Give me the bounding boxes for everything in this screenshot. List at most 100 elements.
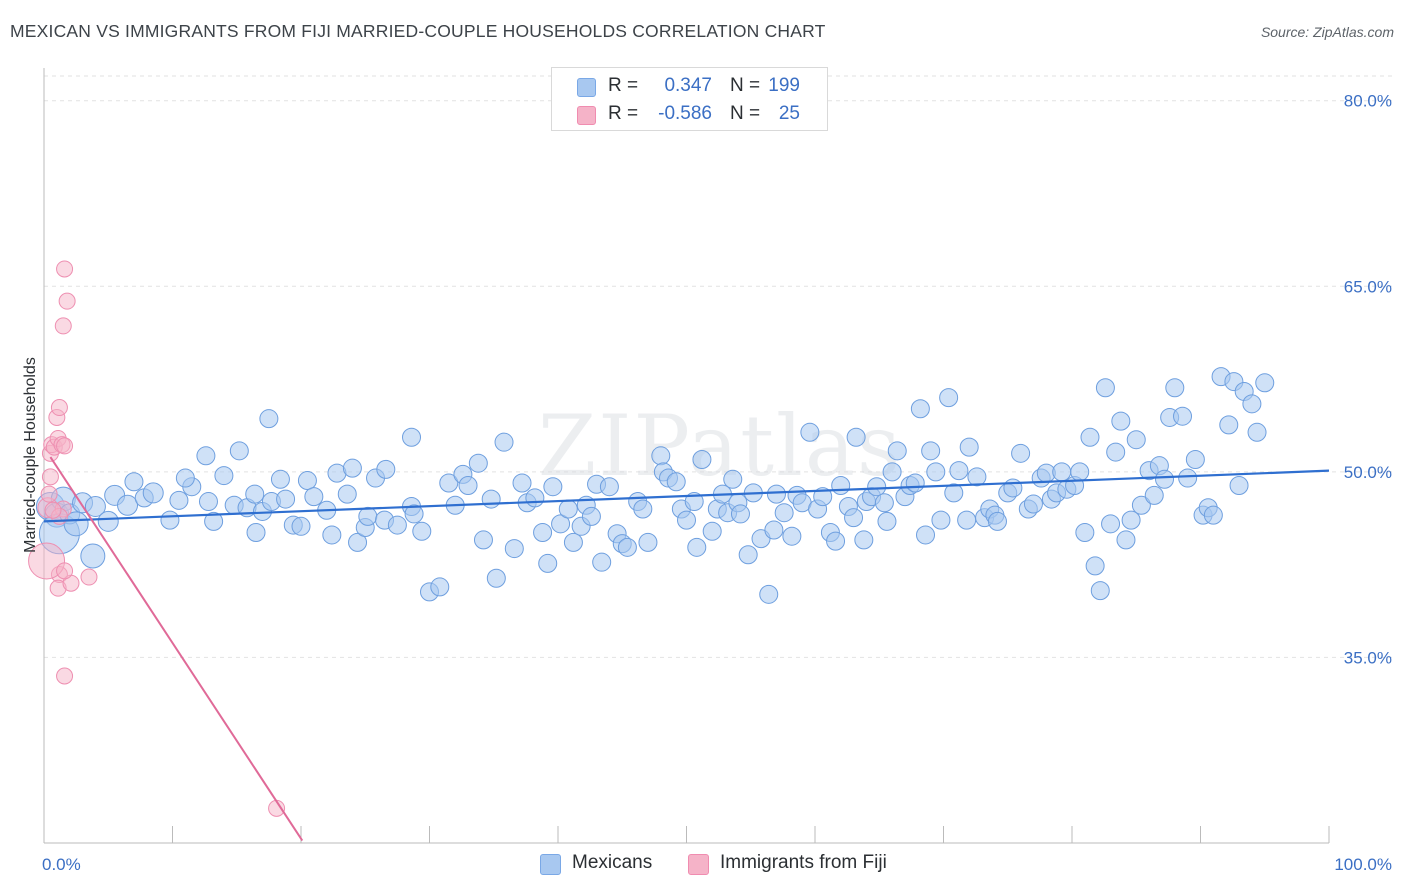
n-value: 25	[778, 103, 800, 124]
data-point-mexicans	[468, 453, 488, 473]
data-point-fiji	[56, 260, 74, 278]
data-point-mexicans	[617, 537, 637, 557]
data-point-mexicans	[651, 446, 671, 466]
data-point-mexicans	[1255, 373, 1275, 393]
data-point-mexicans	[563, 532, 583, 552]
data-point-mexicans	[1116, 530, 1136, 550]
data-point-mexicans	[538, 553, 558, 573]
n-label: N =	[730, 103, 761, 124]
series-legend: Mexicans Immigrants from Fiji	[0, 851, 1406, 877]
data-point-mexicans	[214, 466, 234, 486]
data-point-mexicans	[1229, 475, 1249, 495]
r-value: 0.347	[664, 75, 712, 96]
trend-lines	[43, 456, 1330, 842]
data-point-fiji	[56, 667, 74, 685]
data-point-mexicans	[599, 477, 619, 497]
data-point-mexicans	[481, 489, 501, 509]
data-point-mexicans	[877, 511, 897, 531]
data-point-mexicans	[117, 494, 139, 516]
data-point-mexicans	[1101, 514, 1121, 534]
r-label: R =	[608, 103, 639, 124]
y-tick-label: 50.0%	[1344, 463, 1392, 482]
r-label: R =	[608, 75, 639, 96]
data-point-mexicans	[198, 492, 218, 512]
data-point-mexicans	[297, 471, 317, 491]
data-point-mexicans	[458, 475, 478, 495]
gridlines	[44, 75, 1392, 658]
data-point-mexicans	[412, 521, 432, 541]
data-point-mexicans	[1242, 394, 1262, 414]
data-point-mexicans	[1247, 422, 1267, 442]
data-point-mexicans	[738, 545, 758, 565]
data-point-mexicans	[1131, 495, 1151, 515]
data-point-mexicans	[1144, 485, 1164, 505]
data-point-fiji	[28, 542, 66, 580]
data-point-mexicans	[204, 511, 224, 531]
data-point-mexicans	[1095, 378, 1115, 398]
data-point-fiji	[44, 501, 62, 519]
data-point-mexicans	[1219, 415, 1239, 435]
data-point-mexicans	[882, 462, 902, 482]
data-point-mexicans	[80, 543, 106, 569]
data-point-mexicans	[404, 504, 424, 524]
data-point-mexicans	[957, 510, 977, 530]
data-point-mexicans	[543, 477, 563, 497]
data-point-mexicans	[831, 475, 851, 495]
n-value: 199	[768, 75, 800, 96]
data-point-mexicans	[592, 552, 612, 572]
data-point-mexicans	[730, 504, 750, 524]
data-point-mexicans	[854, 530, 874, 550]
data-point-mexicans	[160, 510, 180, 530]
data-point-mexicans	[846, 427, 866, 447]
data-point-mexicans	[905, 473, 925, 493]
data-point-mexicans	[774, 503, 794, 523]
stats-row-mexicans: R = 0.347 N = 199	[552, 74, 827, 100]
data-point-mexicans	[916, 525, 936, 545]
data-point-mexicans	[633, 499, 653, 519]
data-point-mexicans	[1075, 522, 1095, 542]
data-point-mexicans	[1178, 468, 1198, 488]
data-point-mexicans	[874, 493, 894, 513]
data-point-mexicans	[1111, 411, 1131, 431]
data-point-mexicans	[63, 511, 89, 537]
data-point-mexicans	[358, 506, 378, 526]
source-label: Source: ZipAtlas.com	[1260, 24, 1394, 40]
data-point-mexicans	[692, 450, 712, 469]
data-point-mexicans	[1173, 406, 1193, 426]
data-point-mexicans	[1090, 581, 1110, 601]
data-point-mexicans	[504, 539, 524, 559]
legend-label: Immigrants from Fiji	[720, 852, 887, 873]
data-point-mexicans	[259, 409, 279, 429]
x-tick-label: 0.0%	[42, 855, 81, 874]
x-tick-labels: 0.0% 100.0%	[42, 855, 1392, 874]
series-fiji	[28, 260, 286, 817]
data-point-fiji	[58, 292, 76, 310]
data-point-mexicans	[124, 472, 144, 492]
data-point-mexicans	[1080, 427, 1100, 447]
data-point-mexicans	[1155, 469, 1175, 489]
data-point-mexicans	[1070, 462, 1090, 482]
legend-label: Mexicans	[572, 852, 653, 873]
fiji-swatch	[577, 106, 596, 125]
data-point-mexicans	[512, 473, 532, 493]
y-tick-label: 80.0%	[1344, 92, 1392, 111]
data-point-mexicans	[533, 522, 553, 542]
r-value: -0.586	[658, 103, 712, 124]
data-point-mexicans	[1011, 443, 1031, 463]
data-point-mexicans	[702, 521, 722, 541]
data-point-mexicans	[276, 489, 296, 509]
data-point-mexicans	[926, 462, 946, 482]
data-point-mexicans	[764, 520, 784, 540]
data-point-mexicans	[666, 472, 686, 492]
data-point-mexicans	[304, 487, 324, 507]
data-point-mexicans	[910, 399, 930, 419]
data-point-fiji	[56, 562, 74, 580]
data-point-mexicans	[473, 530, 493, 550]
data-point-mexicans	[494, 432, 514, 452]
data-point-fiji	[80, 568, 98, 586]
data-point-mexicans	[97, 510, 119, 532]
data-point-mexicans	[84, 496, 106, 518]
data-point-mexicans	[342, 458, 362, 478]
data-point-mexicans	[949, 461, 969, 481]
